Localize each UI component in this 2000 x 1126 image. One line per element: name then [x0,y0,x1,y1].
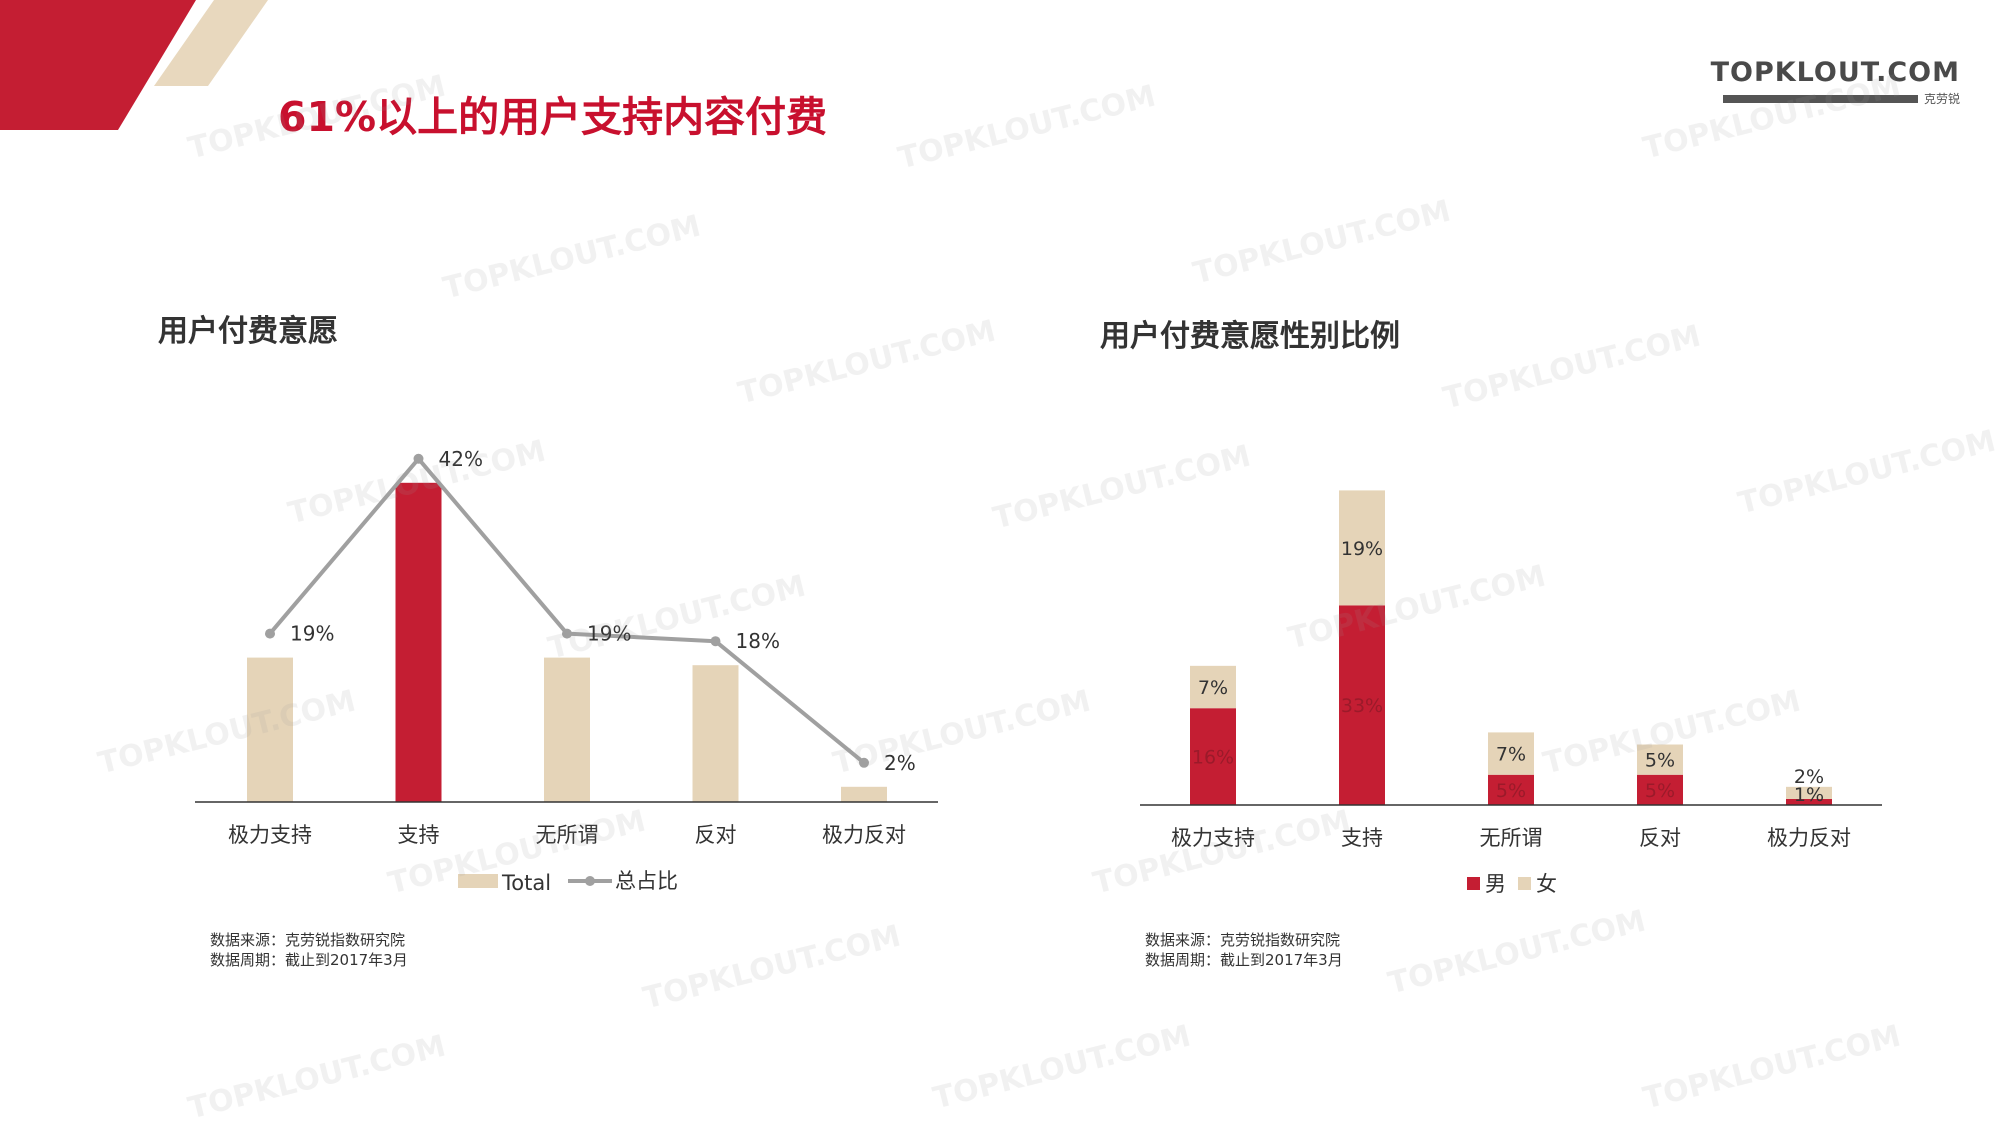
data-label: 19% [290,622,334,646]
legend-line-marker [585,876,595,886]
data-label-female: 19% [1341,538,1383,560]
data-label-female: 2% [1794,766,1824,788]
x-tick-label: 反对 [1639,826,1681,850]
x-tick-label: 极力反对 [822,823,906,847]
line-point-3 [562,628,572,639]
bar-female-4 [1637,744,1683,775]
data-label-female: 7% [1198,677,1228,699]
bar-5 [841,786,887,802]
left-chart: 极力支持 支持 无所谓 反对 极力反对 19% 42% 19% 18% 2% Total 总占比 [195,447,938,895]
bar-female-2 [1339,490,1385,606]
legend-swatch-total [458,874,498,888]
logo-cn-text: 克劳锐 [1923,92,1960,106]
bar-4 [692,665,739,802]
right-chart-title: 用户付费意愿性别比例 [1100,319,1400,354]
x-tick-label: 极力支持 [1171,826,1255,850]
logo-tagline-bar [1722,94,1918,103]
period-line: 数据周期：截止到2017年3月 [1145,951,1343,969]
bar-female-3 [1488,732,1534,775]
data-label-male: 16% [1192,747,1234,769]
x-tick-label: 支持 [398,823,440,847]
legend-label-total-share: 总占比 [615,869,678,893]
data-label-male: 1% [1794,784,1824,806]
bar-2 [395,482,442,802]
data-label-male: 33% [1341,695,1383,717]
bar-male-5 [1786,798,1832,805]
data-label-female: 5% [1645,750,1675,772]
line-point-4 [710,636,721,647]
brand-logo: TOPKLOUT.COM 克劳锐 [1711,58,1960,107]
legend-swatch-male [1467,877,1480,890]
bar-3 [544,657,590,802]
bar-male-3 [1488,774,1534,805]
bar-male-1 [1190,708,1236,805]
x-tick-label: 极力反对 [1767,826,1851,850]
right-source-note: 数据来源：克劳锐指数研究院 数据周期：截止到2017年3月 [1145,930,1343,970]
corner-beige-shape [154,0,268,86]
bar-male-4 [1637,774,1683,805]
x-tick-label: 支持 [1341,826,1383,850]
legend-label-male: 男 [1485,872,1506,896]
source-line: 数据来源：克劳锐指数研究院 [1145,931,1341,949]
x-tick-label: 反对 [695,823,737,847]
data-label: 42% [439,447,483,471]
x-tick-label: 无所谓 [536,823,599,847]
corner-decoration [0,0,268,130]
logo-text: TOPKLOUT.COM [1710,57,1960,88]
x-tick-label: 极力支持 [228,823,312,847]
line-point-2 [413,453,424,464]
line-point-1 [265,628,275,639]
data-label-male: 5% [1645,780,1675,802]
legend-label-female: 女 [1536,872,1557,896]
legend-swatch-female [1518,877,1531,890]
data-label-male: 5% [1496,780,1526,802]
line-point-5 [859,757,869,768]
bar-1 [247,657,293,802]
x-tick-label: 无所谓 [1480,826,1543,850]
data-label: 2% [884,751,916,775]
corner-red-shape [0,0,196,130]
data-label-female: 7% [1496,744,1526,766]
data-label: 18% [736,629,780,653]
logo-subline: 克劳锐 [1711,90,1960,107]
period-line: 数据周期：截止到2017年3月 [210,951,408,969]
page-title: 61%以上的用户支持内容付费 [278,93,828,141]
bar-female-1 [1190,665,1236,709]
left-chart-title: 用户付费意愿 [158,314,338,349]
bar-male-2 [1339,605,1385,805]
source-line: 数据来源：克劳锐指数研究院 [210,931,406,949]
legend-label-total: Total [501,871,551,895]
left-source-note: 数据来源：克劳锐指数研究院 数据周期：截止到2017年3月 [210,930,408,970]
bar-female-5 [1786,786,1832,799]
data-label: 19% [587,622,631,646]
